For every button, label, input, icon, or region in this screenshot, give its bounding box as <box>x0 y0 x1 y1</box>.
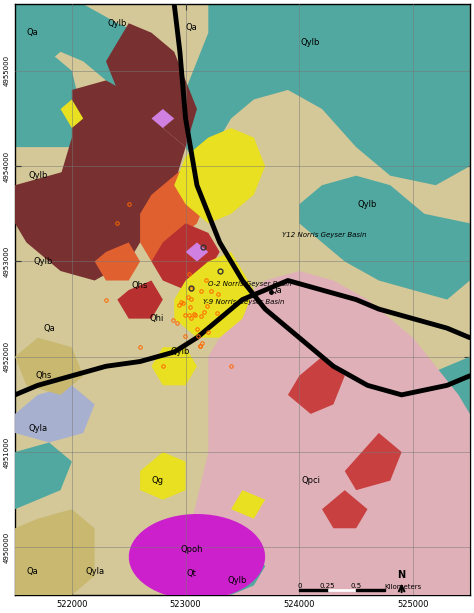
Polygon shape <box>152 109 174 128</box>
Text: Y-9 Norris Geyser Basin: Y-9 Norris Geyser Basin <box>203 299 284 305</box>
Text: Qylb: Qylb <box>358 200 377 209</box>
Polygon shape <box>15 166 140 281</box>
Polygon shape <box>140 452 186 500</box>
Bar <box>328 588 356 591</box>
Polygon shape <box>152 223 219 290</box>
Text: Qa: Qa <box>26 28 38 37</box>
Polygon shape <box>95 242 140 281</box>
Text: Qpoh: Qpoh <box>180 545 202 554</box>
Text: Qylb: Qylb <box>227 576 246 585</box>
Text: N: N <box>398 569 406 580</box>
Text: 0.25: 0.25 <box>320 584 336 589</box>
Polygon shape <box>15 4 174 128</box>
Text: Qylb: Qylb <box>301 38 320 47</box>
Polygon shape <box>186 242 208 262</box>
Polygon shape <box>49 80 186 271</box>
Polygon shape <box>174 128 265 223</box>
Polygon shape <box>140 157 219 262</box>
Text: Y12 Norris Geyser Basin: Y12 Norris Geyser Basin <box>282 232 367 238</box>
Polygon shape <box>15 338 83 395</box>
Polygon shape <box>83 157 163 233</box>
Text: Qyla: Qyla <box>85 566 104 576</box>
Polygon shape <box>174 252 254 338</box>
Text: Qyla: Qyla <box>28 424 47 433</box>
Polygon shape <box>152 347 197 386</box>
Polygon shape <box>174 4 470 185</box>
Polygon shape <box>356 357 470 481</box>
Text: Qylb: Qylb <box>170 348 190 357</box>
Text: Kilometers: Kilometers <box>384 584 422 590</box>
Text: Qhs: Qhs <box>132 281 148 290</box>
Text: Qa: Qa <box>26 566 38 576</box>
Polygon shape <box>15 509 95 595</box>
Text: 0: 0 <box>297 584 301 589</box>
Text: Qa: Qa <box>271 286 283 294</box>
Polygon shape <box>345 433 401 490</box>
Text: Qpci: Qpci <box>301 476 320 485</box>
Text: Qhs: Qhs <box>35 371 52 380</box>
Bar <box>299 588 328 591</box>
Text: Qhi: Qhi <box>150 314 164 323</box>
Polygon shape <box>231 490 265 519</box>
Polygon shape <box>106 23 197 147</box>
Text: Qa: Qa <box>185 23 197 32</box>
Polygon shape <box>129 514 265 600</box>
Text: O-2 Norris Geyser Basin: O-2 Norris Geyser Basin <box>208 281 292 287</box>
Polygon shape <box>208 547 265 595</box>
Text: Qylb: Qylb <box>34 257 53 266</box>
Polygon shape <box>322 490 367 528</box>
Polygon shape <box>15 4 470 595</box>
Polygon shape <box>288 357 345 414</box>
Polygon shape <box>15 386 95 443</box>
Polygon shape <box>15 443 72 509</box>
Text: Qylb: Qylb <box>108 19 127 28</box>
Text: Qg: Qg <box>151 476 163 485</box>
Text: Qylb: Qylb <box>28 171 47 180</box>
Polygon shape <box>61 99 83 128</box>
Text: Qa: Qa <box>43 324 55 333</box>
Text: 0.5: 0.5 <box>351 584 362 589</box>
Bar <box>356 588 384 591</box>
Polygon shape <box>15 52 83 147</box>
Text: Qt: Qt <box>186 568 196 577</box>
Polygon shape <box>118 281 163 319</box>
Polygon shape <box>186 271 470 595</box>
Polygon shape <box>299 176 470 300</box>
